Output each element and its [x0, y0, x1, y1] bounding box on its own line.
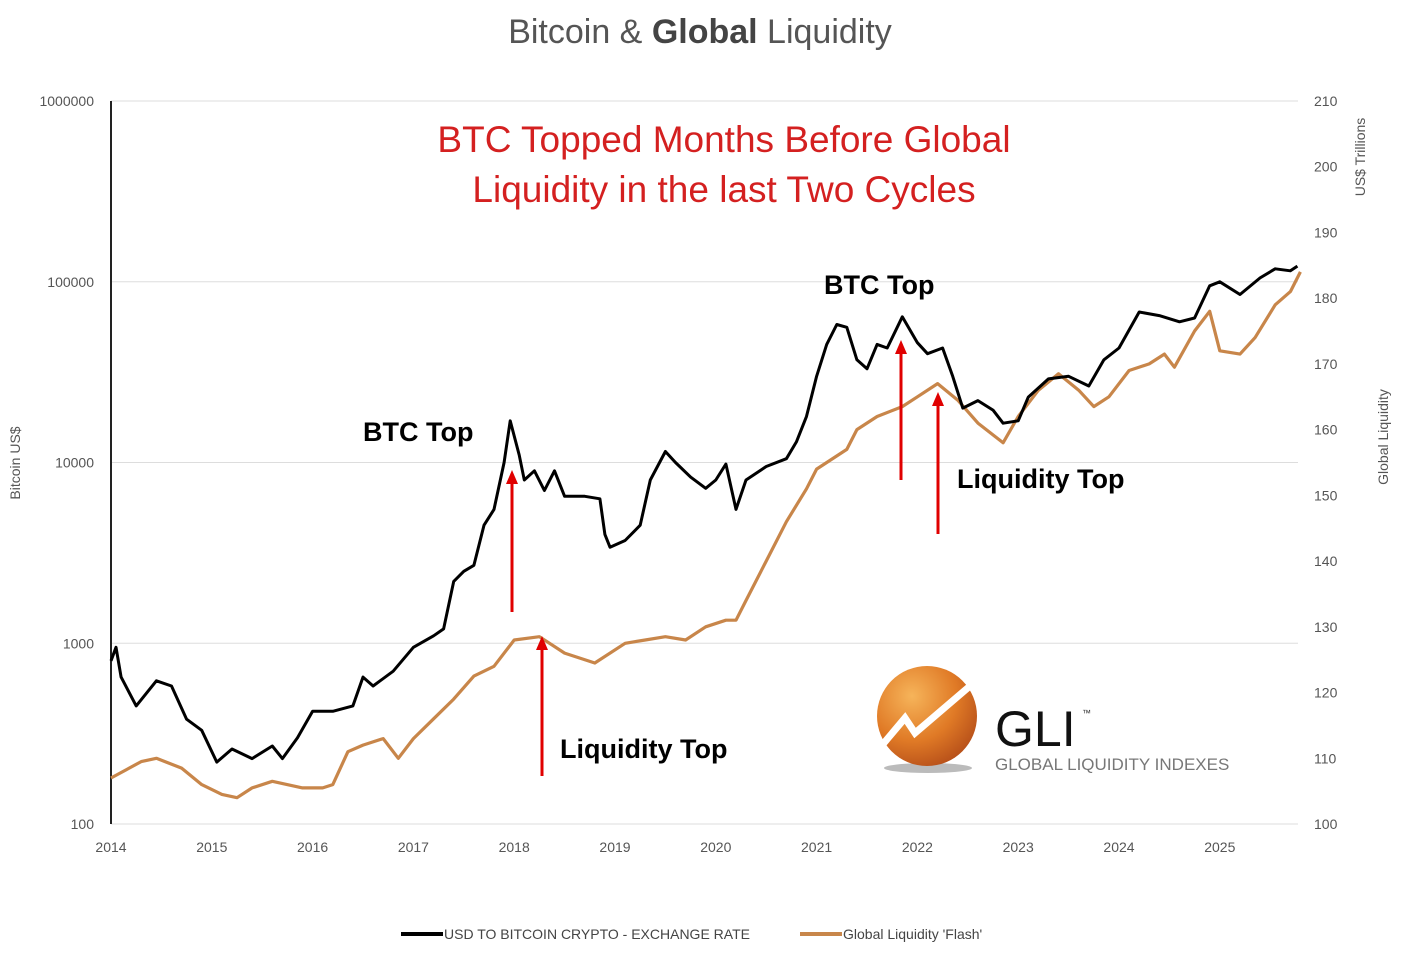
- y-right-tick-label: 200: [1314, 159, 1338, 175]
- y-left-tick-label: 100: [71, 816, 95, 832]
- logo-name: GLOBAL LIQUIDITY INDEXES: [995, 755, 1229, 774]
- y-right-tick-label: 110: [1314, 750, 1337, 766]
- y-right-tick-label: 130: [1314, 619, 1338, 635]
- y-right-tick-label: 190: [1314, 224, 1338, 240]
- y-right-tick-label: 160: [1314, 422, 1338, 438]
- gli-logo: GLI ™ GLOBAL LIQUIDITY INDEXES: [875, 666, 1229, 774]
- y-right-tick-label: 150: [1314, 487, 1338, 503]
- y-right-tick-label: 120: [1314, 685, 1338, 701]
- x-tick-label: 2017: [398, 839, 429, 855]
- logo-trend-icon: [875, 683, 973, 753]
- x-tick-label: 2022: [902, 839, 933, 855]
- x-tick-label: 2024: [1103, 839, 1134, 855]
- logo-tm: ™: [1082, 708, 1091, 718]
- btc-price-line: [109, 264, 1299, 764]
- x-tick-label: 2015: [196, 839, 227, 855]
- arrow-head: [895, 340, 907, 354]
- grid: [111, 100, 1298, 825]
- y-left-tick-label: 100000: [47, 274, 94, 290]
- x-tick-label: 2020: [700, 839, 731, 855]
- arrow-head: [506, 470, 518, 484]
- y-right-tick-label: 210: [1314, 93, 1338, 109]
- logo-mark: GLI: [995, 701, 1076, 757]
- x-tick-label: 2018: [499, 839, 530, 855]
- y-axis-left-label: Bitcoin US$: [7, 426, 23, 499]
- subtitle-line-1: BTC Topped Months Before Global: [437, 119, 1010, 160]
- y-right-tick-label: 100: [1314, 816, 1338, 832]
- y-left-tick-label: 10000: [55, 455, 94, 471]
- y-right-tick-label: 180: [1314, 290, 1338, 306]
- x-tick-label: 2014: [95, 839, 126, 855]
- logo-globe-icon: [877, 666, 977, 766]
- y-left-tick-label: 1000: [63, 635, 94, 651]
- legend-label-liquidity: Global Liquidity 'Flash': [843, 926, 982, 942]
- arrow-head: [932, 392, 944, 406]
- x-tick-label: 2021: [801, 839, 832, 855]
- chart-title: Bitcoin & Global Liquidity: [508, 13, 892, 51]
- subtitle-line-2: Liquidity in the last Two Cycles: [472, 169, 975, 210]
- logo-shadow: [884, 763, 972, 773]
- arrow-head: [536, 636, 548, 650]
- legend: USD TO BITCOIN CRYPTO - EXCHANGE RATE Gl…: [401, 926, 982, 942]
- annotation-btc-top-1: BTC Top: [363, 417, 473, 447]
- x-tick-label: 2019: [599, 839, 630, 855]
- global-liquidity-line: [110, 271, 1302, 800]
- y-axis-right-units: US$ Trillions: [1352, 118, 1368, 197]
- x-tick-label: 2023: [1003, 839, 1034, 855]
- annotation-btc-top-2: BTC Top: [824, 270, 934, 300]
- arrows: [506, 340, 944, 776]
- y-axis-right-label: Global Liquidity: [1375, 389, 1391, 485]
- annotation-liquidity-top-2: Liquidity Top: [957, 464, 1124, 494]
- series-group: [109, 264, 1302, 800]
- y-left-tick-label: 1000000: [39, 93, 94, 109]
- y-right-tick-label: 170: [1314, 356, 1338, 372]
- annotation-liquidity-top-1: Liquidity Top: [560, 734, 727, 764]
- x-tick-label: 2025: [1204, 839, 1235, 855]
- legend-label-btc: USD TO BITCOIN CRYPTO - EXCHANGE RATE: [444, 926, 750, 942]
- x-tick-label: 2016: [297, 839, 328, 855]
- ticks: 1000000 100000 10000 1000 100 210 200 190 180 170…: [39, 93, 1337, 855]
- y-right-tick-label: 140: [1314, 553, 1338, 569]
